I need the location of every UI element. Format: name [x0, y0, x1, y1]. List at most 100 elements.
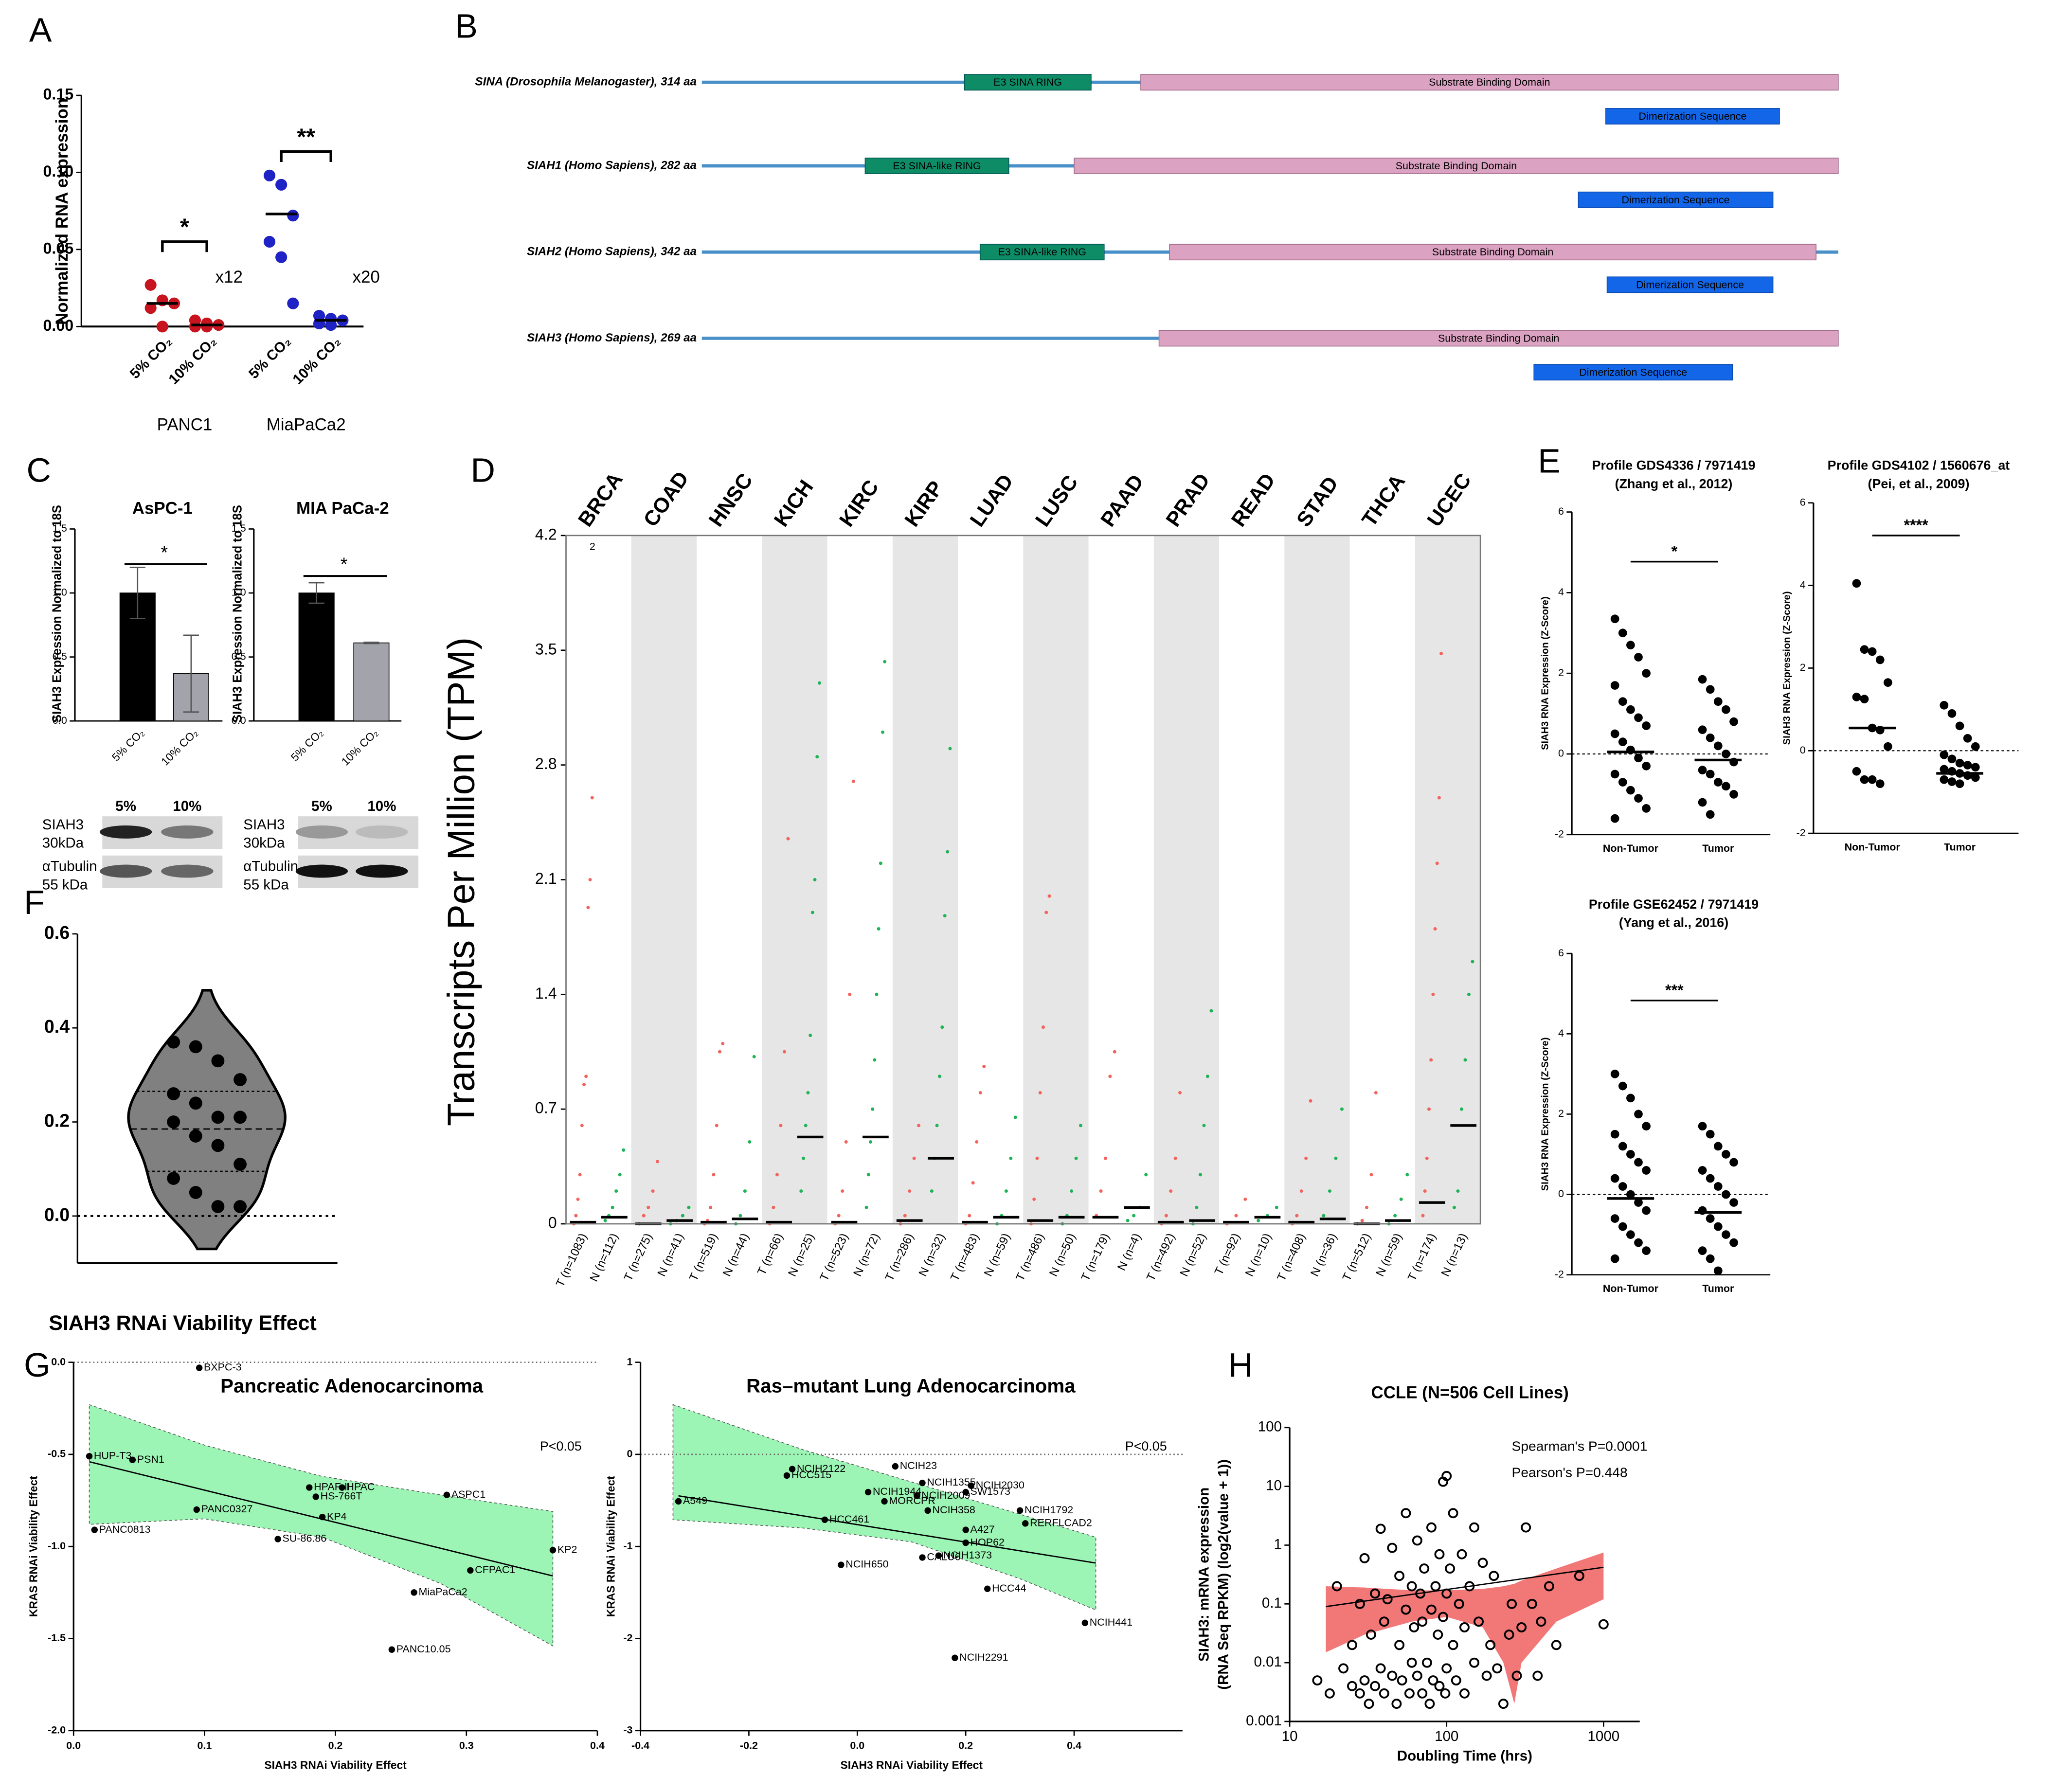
group-label: KIRC [835, 476, 883, 531]
point-label: NCIH2291 [959, 1651, 1008, 1663]
y-axis-label: KRAS RNAi Viability Effect [605, 1476, 617, 1617]
y-axis-label: KRAS RNAi Viability Effect [27, 1476, 40, 1617]
data-point [156, 321, 168, 333]
data-point [1477, 1558, 1488, 1568]
domain-box [1578, 191, 1774, 208]
x-tick-label: T (n=408) [1275, 1231, 1308, 1283]
data-point [1032, 1197, 1036, 1201]
data-point [1698, 766, 1707, 775]
x-tick-label: 10% CO₂ [159, 726, 200, 768]
point-label: NCIH2030 [976, 1479, 1024, 1491]
error-bar [183, 634, 199, 713]
data-point [1438, 1612, 1448, 1622]
domain-box [1606, 276, 1774, 293]
data-point [1198, 1173, 1202, 1177]
data-point [1610, 770, 1619, 779]
data-point [1299, 1189, 1303, 1193]
data-point [1354, 1598, 1365, 1609]
data-point [962, 1526, 969, 1533]
blot-label: 55 kDa [243, 877, 289, 893]
data-point [962, 1539, 969, 1546]
data-point [1387, 1542, 1398, 1553]
x-tick-label: Non-Tumor [1603, 842, 1659, 854]
data-point [841, 1189, 845, 1193]
data-point [1722, 705, 1730, 714]
data-point [1331, 1581, 1342, 1592]
data-point [1516, 1622, 1527, 1632]
data-point [1404, 1688, 1415, 1699]
point-label: CALU6 [927, 1551, 960, 1563]
data-point [275, 179, 288, 191]
y-tick-label: 1.4 [535, 985, 557, 1002]
data-point [411, 1589, 417, 1596]
x-tick-label: N (n=44) [720, 1231, 752, 1278]
column-shade [631, 535, 697, 1224]
panel-label: H [1228, 1346, 1253, 1384]
y-axis-label: SIAH3 RNA Expression (Z-Score) [1540, 596, 1551, 750]
data-point [234, 1200, 247, 1213]
domain-label: Substrate Binding Domain [1432, 246, 1553, 258]
data-point [1312, 1675, 1323, 1686]
x-tick-label: 10 [1282, 1728, 1298, 1744]
point-label: A549 [683, 1495, 707, 1506]
blot-band [295, 864, 348, 878]
data-point [1485, 1640, 1496, 1650]
data-point [1421, 1214, 1425, 1218]
data-point [1947, 754, 1957, 764]
domain-box [1140, 74, 1839, 91]
protein-name: SIAH3 (Homo Sapiens), 269 aa [527, 331, 697, 344]
data-point [1940, 750, 1949, 759]
data-point [1713, 1142, 1723, 1151]
data-point [1713, 697, 1723, 706]
y-tick-label: 0.5 [232, 650, 246, 662]
data-point [1698, 1166, 1707, 1175]
x-tick-label: 10% CO₂ [165, 333, 219, 387]
data-point [1397, 1675, 1407, 1686]
group-label: LUAD [966, 470, 1018, 531]
annotation: P<0.05 [540, 1439, 582, 1453]
data-point [578, 1173, 582, 1177]
chart-title: Profile GDS4102 / 1560676_at [1828, 458, 2010, 473]
y-tick-label: 0.1 [1262, 1595, 1282, 1611]
data-point [804, 1124, 808, 1128]
chart-title: MIA PaCa-2 [296, 499, 389, 518]
y-tick-label: 1.5 [232, 522, 246, 534]
data-point [189, 1129, 202, 1143]
data-point [1544, 1581, 1554, 1592]
blot-label: SIAH3 [243, 817, 285, 833]
data-point [1852, 767, 1861, 776]
data-point [234, 1073, 247, 1086]
data-point [892, 1463, 899, 1470]
data-point [655, 1160, 659, 1164]
data-point [586, 906, 590, 910]
data-point [1706, 770, 1715, 779]
data-point [1433, 927, 1437, 931]
data-point [1971, 773, 1980, 782]
data-point [1618, 737, 1627, 746]
data-point [1074, 1156, 1078, 1160]
x-tick-label: 10% CO₂ [339, 726, 380, 768]
data-point [167, 1115, 180, 1129]
data-point [675, 1498, 682, 1505]
data-point [871, 1107, 875, 1111]
data-point [1448, 1640, 1458, 1650]
point-label: SW1573 [971, 1486, 1010, 1497]
data-point [1963, 761, 1972, 770]
x-tick-label: N (n=10) [1243, 1231, 1274, 1278]
data-point [1195, 1205, 1199, 1209]
y-tick-label: 6 [1558, 947, 1564, 959]
confidence-band [1326, 1552, 1604, 1704]
data-point [1498, 1699, 1509, 1709]
data-point [1626, 705, 1635, 714]
y-tick-label: 1 [627, 1356, 633, 1367]
data-point [196, 1364, 203, 1371]
data-point [917, 1124, 920, 1128]
data-point [912, 1156, 916, 1160]
y-tick-label: 0.0 [44, 1204, 70, 1225]
annotation: Spearman's P=0.0001 [1512, 1438, 1648, 1454]
data-point [1394, 1571, 1405, 1581]
data-point [864, 1488, 872, 1496]
y-axis-label: SIAH3 RNA Expression (Z-Score) [1781, 591, 1792, 745]
data-point [1439, 651, 1443, 655]
protein-name: SIAH1 (Homo Sapiens), 282 aa [527, 159, 697, 172]
